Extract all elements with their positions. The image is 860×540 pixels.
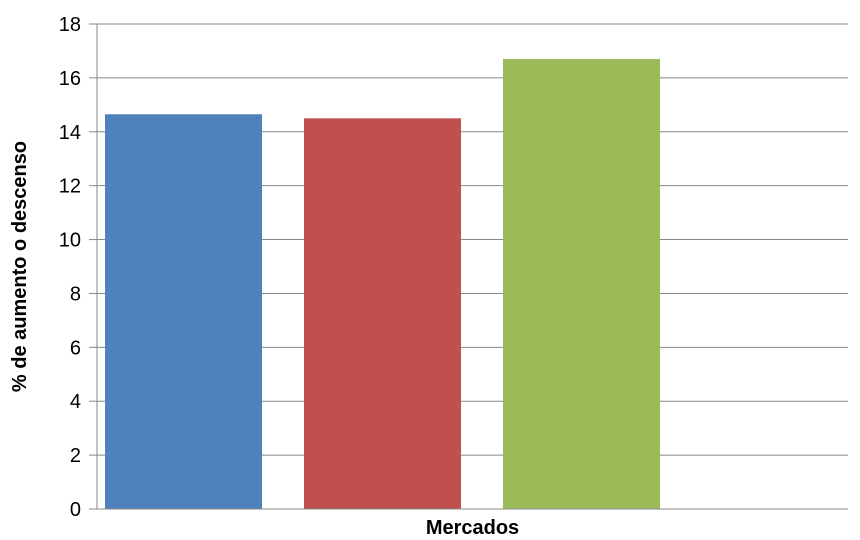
bar-3 — [503, 59, 660, 510]
y-tick-label: 12 — [59, 176, 81, 198]
bars — [105, 59, 660, 510]
y-axis-title: % de aumento o descenso — [9, 141, 31, 392]
bar-2 — [304, 118, 461, 510]
y-tick-label: 18 — [59, 14, 81, 36]
y-tick-label: 2 — [70, 445, 81, 467]
y-tick-label: 4 — [70, 391, 81, 413]
y-tick-label: 8 — [70, 283, 81, 305]
y-axis-ticks: 0 2 4 6 8 10 12 14 16 18 — [59, 14, 97, 521]
y-tick-label: 10 — [59, 230, 81, 252]
bar-1 — [105, 114, 262, 509]
y-tick-label: 0 — [70, 499, 81, 521]
x-axis-title: Mercados — [426, 517, 519, 539]
y-tick-label: 6 — [70, 337, 81, 359]
y-tick-label: 16 — [59, 68, 81, 90]
y-tick-label: 14 — [59, 122, 81, 144]
